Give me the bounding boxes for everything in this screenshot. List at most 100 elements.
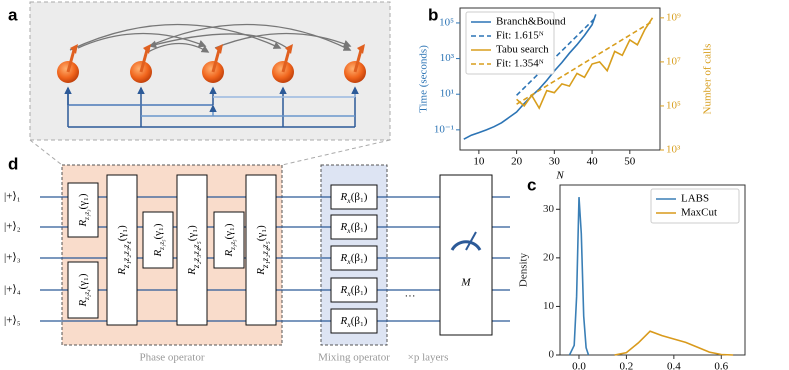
mixing-gate (330, 245, 378, 271)
gate-label: Rz₁z₅(γ₁) (152, 223, 166, 257)
input-state: |+⟩₁ (4, 191, 21, 203)
gate-label: Rz₃z₅(γ₁) (223, 223, 237, 257)
y2-tick-label: 10⁹ (666, 11, 681, 23)
gate-arg: (β₁) (351, 221, 368, 233)
gate-arg: (γ₁) (186, 225, 198, 241)
y2-tick-label: 10⁷ (666, 55, 681, 67)
panel-label: b (428, 5, 438, 24)
gate-label: Rx(β₁) (340, 252, 368, 267)
y-tick-label: 10⁵ (439, 16, 454, 28)
gate-arg: (γ₁) (255, 225, 267, 241)
gate-arg: (β₁) (351, 252, 368, 264)
input-state: |+⟩₅ (4, 315, 21, 327)
gate-sub: x (346, 257, 351, 266)
gate-sub: x (346, 196, 351, 205)
gate-op: R (340, 284, 348, 296)
gate-sub: x (346, 320, 351, 329)
layers-label: ×p layers (408, 352, 449, 364)
gate-label: Rz₁z₂z₃z₄(γ₁) (116, 225, 132, 276)
y-tick-label: 10⁻¹ (434, 123, 454, 135)
legend-label: LABS (681, 193, 709, 205)
gate-arg: (β₁) (351, 191, 368, 203)
data-line (516, 20, 653, 105)
plot-frame (559, 184, 746, 356)
gate-arg: (γ₁) (77, 273, 89, 289)
mixing-label: Mixing operator (318, 352, 390, 364)
gate-sub: z₂z₃z₄z₅ (191, 241, 201, 269)
y-tick-label: 10 (543, 300, 555, 312)
gate-op: R (340, 191, 348, 203)
y2-axis-label: Number of calls (702, 44, 714, 115)
gate-op: R (77, 220, 89, 228)
gate-op: R (340, 252, 348, 264)
gate-label: Rz₁z₂z₄z₅(γ₁) (255, 225, 271, 276)
y-tick-label: 30 (543, 203, 555, 215)
gate-arg: (γ₁) (223, 223, 235, 239)
gate-op: R (340, 221, 348, 233)
plot-frame (459, 7, 661, 151)
x-tick-label: 40 (587, 156, 599, 168)
legend-label: MaxCut (681, 207, 717, 219)
gate-sub: z₁z₃ (83, 209, 91, 221)
gate-sub: z₁z₂z₃z₄ (121, 241, 131, 269)
measure-box (439, 174, 493, 336)
legend-label: Tabu search (496, 44, 549, 56)
gate-arg: (γ₁) (116, 225, 128, 241)
y-tick-label: 10¹ (440, 88, 454, 100)
legend-label: Fit: 1.354ᴺ (496, 58, 544, 70)
mixing-gate (330, 184, 378, 210)
phase-gate (106, 174, 138, 326)
y2-tick-label: 10³ (666, 144, 681, 156)
phase-gate (67, 182, 99, 238)
y-axis-label: Time (seconds) (418, 45, 430, 113)
gate-label: Rx(β₁) (340, 315, 368, 330)
input-state: |+⟩₃ (4, 252, 21, 264)
gate-arg: (γ₁) (77, 193, 89, 209)
gate-op: R (340, 315, 348, 327)
gate-sub: x (346, 226, 351, 235)
gate-arg: (β₁) (351, 284, 368, 296)
gate-op: R (152, 250, 164, 258)
phase-gate (67, 261, 99, 319)
input-state: |+⟩₄ (4, 284, 21, 296)
legend-box (650, 188, 740, 224)
gate-sub: z₁z₂z₄z₅ (260, 241, 270, 269)
gate-op: R (255, 268, 267, 276)
phase-gate (213, 211, 245, 269)
ellipsis: ··· (405, 291, 416, 303)
mixing-gate (330, 308, 378, 334)
x-axis-label: N (555, 170, 564, 182)
spin-diagram (29, 1, 391, 166)
phase-gate (176, 174, 208, 326)
y-tick-label: 0 (549, 349, 555, 361)
gate-label: Rx(β₁) (340, 191, 368, 206)
panel-label: a (8, 5, 18, 24)
y-tick-label: 20 (543, 251, 555, 263)
gate-sub: z₃z₅ (229, 239, 237, 251)
x-tick-label: 20 (511, 156, 523, 168)
data-line (614, 330, 734, 356)
data-line (516, 16, 597, 96)
y-tick-label: 10³ (440, 52, 455, 64)
gate-op: R (116, 268, 128, 276)
legend-label: Fit: 1.615ᴺ (496, 30, 544, 42)
gate-op: R (77, 300, 89, 308)
gate-op: R (223, 250, 235, 258)
y-axis-label: Density (518, 252, 530, 287)
y2-tick-label: 10⁵ (666, 99, 681, 111)
x-tick-label: 0.2 (620, 361, 634, 370)
x-tick-label: 30 (549, 156, 561, 168)
panel-label: c (527, 175, 536, 194)
gate-arg: (β₁) (351, 315, 368, 327)
gate-label: Rz₂z₄(γ₁) (77, 273, 91, 307)
phase-gate (142, 211, 174, 269)
data-line (516, 17, 654, 110)
gate-label: Rz₂z₃z₄z₅(γ₁) (186, 225, 202, 276)
phase-label: Phase operator (139, 352, 204, 364)
gate-sub: z₂z₄ (83, 289, 91, 301)
mixing-gate (330, 214, 378, 240)
gate-label: Rx(β₁) (340, 221, 368, 236)
measure-label: M (460, 277, 471, 289)
input-state: |+⟩₂ (4, 221, 21, 233)
